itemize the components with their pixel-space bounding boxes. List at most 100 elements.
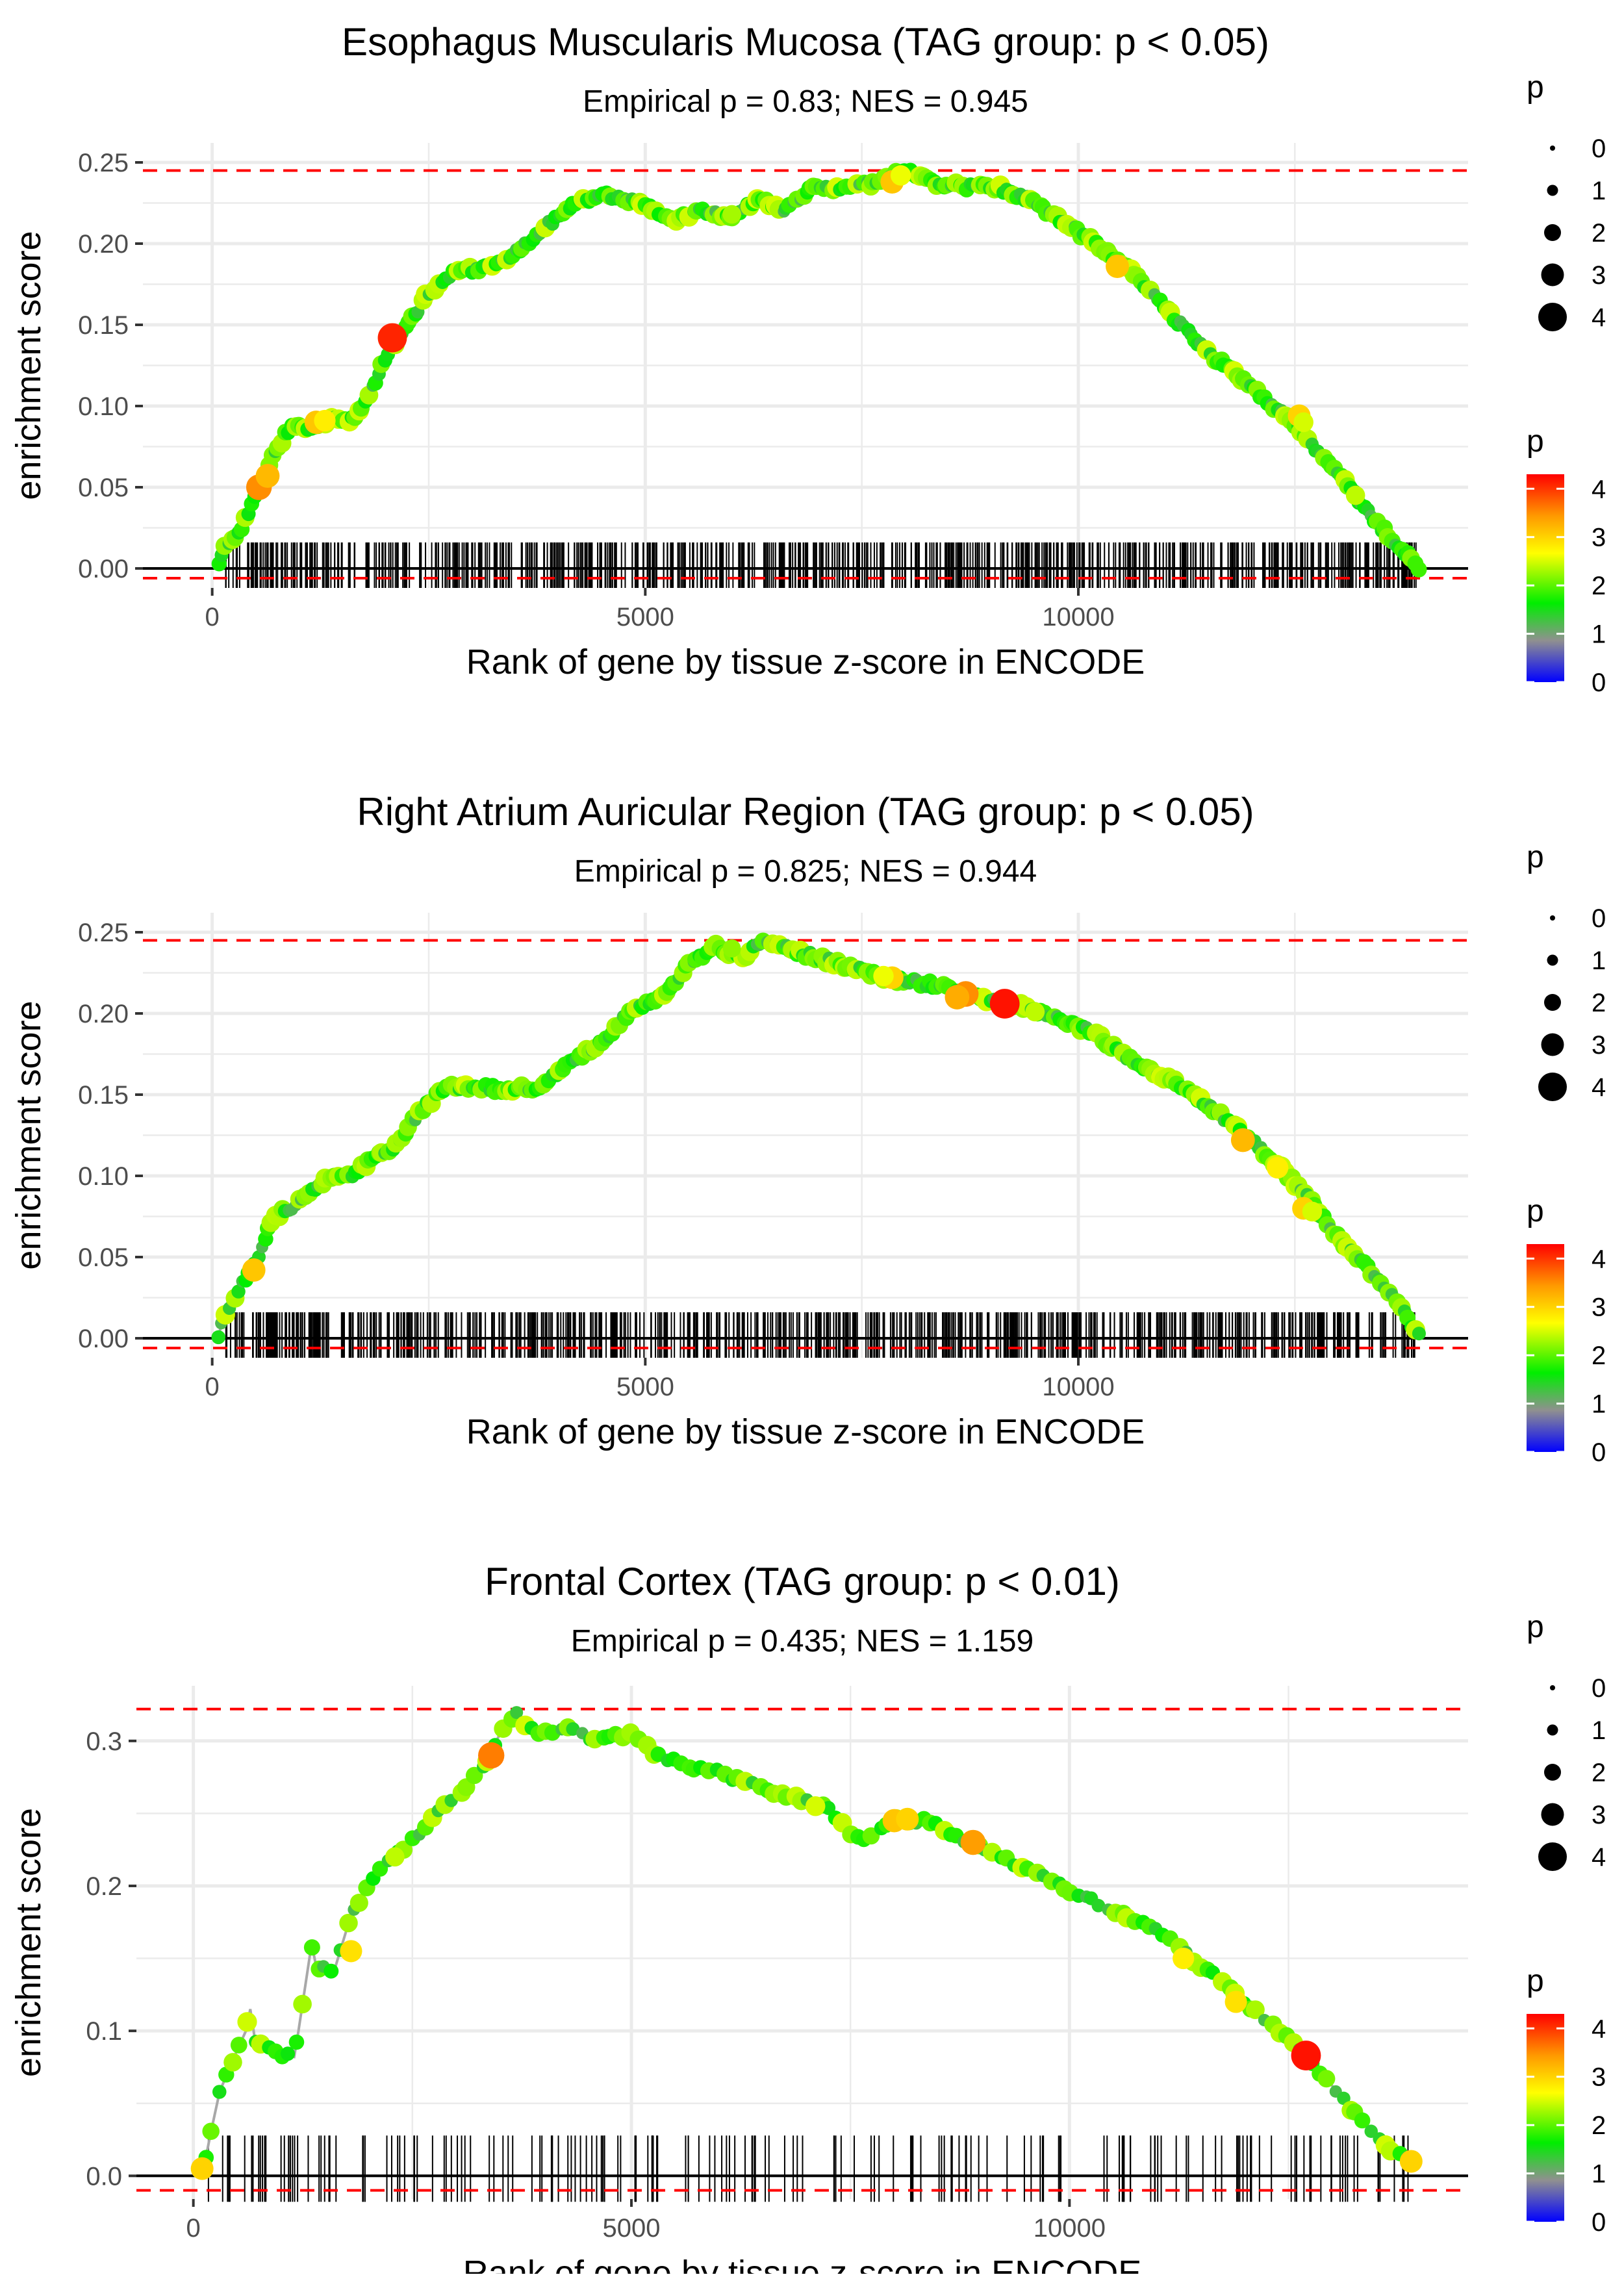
- color-legend-label: 0: [1592, 668, 1606, 697]
- enrichment-point-highlight: [1291, 2041, 1321, 2070]
- x-tick-label: 0: [205, 603, 220, 631]
- x-tick-label: 0: [205, 1373, 220, 1401]
- size-legend-label: 2: [1592, 1759, 1606, 1787]
- y-axis: 0.0 0.1 0.2 0.3: [86, 1727, 136, 2191]
- color-legend-bar: [1527, 1244, 1564, 1452]
- enrichment-point: [281, 2046, 296, 2061]
- enrichment-point-highlight: [190, 2157, 214, 2180]
- color-legend-bar: [1527, 474, 1564, 682]
- enrichment-point-highlight: [989, 989, 1020, 1019]
- size-legend-title: p: [1527, 840, 1544, 874]
- enrichment-point: [1317, 2070, 1336, 2088]
- x-axis-label: Rank of gene by tissue z-score in ENCODE: [463, 2254, 1141, 2274]
- x-tick-label: 0: [186, 2214, 201, 2243]
- enrichment-point: [230, 2037, 247, 2054]
- enrichment-point: [1410, 561, 1427, 578]
- color-legend: p 0 1 2 3 4: [1527, 1964, 1606, 2237]
- x-tick-label: 10000: [1042, 603, 1114, 631]
- enrichment-point-highlight: [960, 1829, 986, 1855]
- enrichment-point: [1337, 2091, 1351, 2105]
- enrichment-point-highlight: [722, 205, 742, 224]
- enrichment-point: [1412, 1327, 1426, 1341]
- size-legend-dot: [1541, 263, 1564, 286]
- color-legend-label: 3: [1592, 1293, 1606, 1322]
- size-legend-title: p: [1527, 70, 1544, 105]
- chart-title: Frontal Cortex (TAG group: p < 0.01): [485, 1560, 1120, 1603]
- size-legend-label: 1: [1592, 947, 1606, 975]
- enrichment-point-highlight: [1293, 412, 1313, 433]
- x-tick-label: 5000: [603, 2214, 661, 2243]
- size-legend-label: 0: [1592, 1674, 1606, 1703]
- enrichment-point: [303, 1939, 320, 1956]
- color-legend-label: 3: [1592, 2063, 1606, 2092]
- color-legend-label: 1: [1592, 620, 1606, 649]
- enrichment-point-highlight: [1224, 1991, 1247, 2013]
- size-legend-dot: [1544, 224, 1561, 241]
- size-legend-label: 4: [1592, 1073, 1606, 1102]
- enrichment-point-highlight: [1106, 255, 1129, 278]
- enrichment-point: [212, 2085, 227, 2099]
- size-legend-dot: [1538, 1842, 1567, 1871]
- enrichment-point: [324, 1963, 339, 1979]
- color-legend-title: p: [1527, 424, 1544, 459]
- color-legend-label: 2: [1592, 1342, 1606, 1370]
- color-legend-label: 1: [1592, 2160, 1606, 2189]
- enrichment-point: [211, 1330, 226, 1345]
- y-tick-label: 0.25: [78, 919, 129, 947]
- enrichment-point: [566, 1722, 580, 1736]
- size-legend-title: p: [1527, 1610, 1544, 1644]
- x-axis-label: Rank of gene by tissue z-score in ENCODE: [466, 642, 1145, 681]
- enrichment-point-highlight: [478, 1742, 505, 1769]
- chart-title: Right Atrium Auricular Region (TAG group…: [357, 790, 1254, 833]
- size-legend-dot: [1544, 1764, 1561, 1781]
- y-tick-label: 0.1: [86, 2017, 122, 2046]
- y-tick-label: 0.00: [78, 555, 129, 583]
- y-tick-label: 0.05: [78, 474, 129, 502]
- x-axis: 0 5000 10000: [205, 588, 1115, 631]
- enrichment-point-highlight: [945, 985, 970, 1010]
- color-legend-label: 1: [1592, 1390, 1606, 1419]
- x-tick-label: 5000: [616, 1373, 674, 1401]
- y-axis-label: enrichment score: [9, 231, 48, 500]
- x-tick-label: 10000: [1042, 1373, 1114, 1401]
- enrichment-point-highlight: [1267, 1156, 1289, 1179]
- color-legend-label: 2: [1592, 572, 1606, 600]
- y-tick-label: 0.3: [86, 1727, 122, 1756]
- chart-subtitle: Empirical p = 0.83; NES = 0.945: [583, 84, 1028, 119]
- size-legend-dot: [1538, 303, 1567, 331]
- enrichment-point: [1246, 2000, 1265, 2020]
- y-tick-label: 0.05: [78, 1243, 129, 1272]
- size-legend-dot: [1547, 1724, 1558, 1736]
- enrichment-point-highlight: [1025, 1002, 1045, 1022]
- chart-title: Esophagus Muscularis Mucosa (TAG group: …: [342, 20, 1269, 64]
- enrichment-curve: [201, 1706, 1412, 2176]
- color-legend: p 0 1 2 3 4: [1527, 424, 1606, 697]
- size-legend-label: 4: [1592, 303, 1606, 332]
- enrichment-points: [211, 162, 1427, 578]
- color-legend-title: p: [1527, 1194, 1544, 1228]
- enrichment-point: [288, 2034, 305, 2050]
- chart-subtitle: Empirical p = 0.435; NES = 1.159: [571, 1624, 1034, 1659]
- chart-subtitle: Empirical p = 0.825; NES = 0.944: [574, 854, 1037, 889]
- enrichment-point-highlight: [896, 1807, 919, 1831]
- enrichment-point-highlight: [890, 165, 911, 186]
- size-legend-dot: [1547, 184, 1558, 196]
- color-legend-label: 0: [1592, 2208, 1606, 2237]
- size-legend-dot: [1541, 1803, 1564, 1826]
- size-legend-label: 1: [1592, 1716, 1606, 1745]
- size-legend-label: 4: [1592, 1843, 1606, 1872]
- x-tick-label: 5000: [616, 603, 674, 631]
- size-legend-label: 3: [1592, 1801, 1606, 1829]
- enrichment-point-highlight: [1345, 485, 1365, 505]
- size-legend-label: 2: [1592, 219, 1606, 248]
- enrichment-point: [237, 2012, 257, 2032]
- color-legend-bar: [1527, 2014, 1564, 2222]
- gridlines: [143, 143, 1468, 588]
- enrichment-point-highlight: [377, 323, 407, 353]
- enrichment-point-highlight: [722, 939, 741, 958]
- size-legend: p 0 1 2 3 4: [1527, 1610, 1606, 1872]
- enrichment-point-highlight: [242, 1258, 266, 1282]
- y-tick-label: 0.15: [78, 311, 129, 340]
- gridlines: [143, 913, 1468, 1358]
- enrichment-point-highlight: [873, 965, 894, 987]
